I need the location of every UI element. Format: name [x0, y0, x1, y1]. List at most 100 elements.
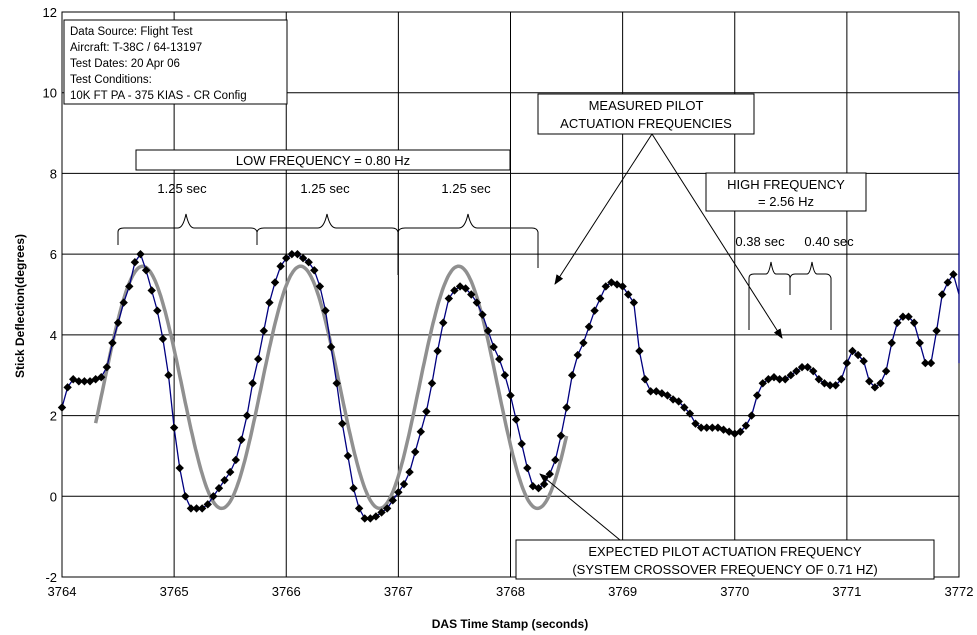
x-axis-title: DAS Time Stamp (seconds) [432, 617, 588, 631]
data-point [354, 504, 364, 513]
y-tick-label: -2 [45, 570, 57, 585]
data-point [338, 419, 347, 428]
data-point [287, 249, 297, 259]
data-point [539, 479, 549, 489]
data-point [741, 421, 751, 430]
y-tick-label: 4 [50, 328, 57, 343]
data-point [691, 419, 700, 428]
y-tick-label: 12 [43, 5, 57, 20]
data-point [433, 346, 442, 356]
data-point [192, 504, 201, 513]
data-point [130, 258, 140, 267]
y-tick-label: 0 [50, 489, 57, 504]
data-point [203, 500, 212, 509]
data-point [820, 379, 829, 388]
data-point [326, 342, 336, 352]
data-point [478, 310, 487, 319]
expected-callout: EXPECTED PILOT ACTUATION FREQUENCY (SYST… [515, 473, 935, 580]
data-point [685, 409, 695, 418]
data-point [136, 249, 145, 259]
data-point [596, 294, 605, 303]
period-label: 1.25 sec [157, 181, 207, 196]
data-point [781, 375, 790, 384]
data-point [551, 455, 560, 465]
period-label: 1.25 sec [441, 181, 491, 196]
data-point [887, 338, 896, 348]
data-point [567, 371, 577, 380]
data-point [612, 280, 622, 289]
data-point [450, 286, 459, 295]
data-point [321, 306, 330, 315]
data-point [696, 423, 706, 432]
data-point [315, 282, 325, 291]
data-point [444, 294, 454, 303]
data-point [842, 358, 852, 368]
data-point [881, 366, 891, 376]
y-tick-label: 6 [50, 247, 57, 262]
high-frequency-callout: HIGH FREQUENCY = 2.56 Hz 0.38 sec 0.40 s… [705, 172, 867, 330]
data-point [153, 306, 162, 315]
data-point [859, 356, 868, 366]
data-point [545, 469, 554, 479]
high-period-label: 0.38 sec [735, 234, 785, 249]
high-period-brace [748, 261, 791, 330]
data-point [528, 481, 538, 491]
y-tick-label: 10 [43, 86, 57, 101]
data-point [97, 373, 106, 382]
data-point [523, 463, 532, 473]
data-point [926, 358, 936, 368]
data-point [932, 326, 941, 336]
data-point [439, 318, 448, 327]
data-point [943, 278, 952, 287]
high-period-brace [789, 261, 832, 330]
data-point [467, 290, 476, 299]
info-box: Data Source: Flight Test Aircraft: T-38C… [63, 19, 288, 105]
data-point [747, 411, 756, 420]
data-point [461, 284, 470, 293]
data-point [814, 375, 824, 384]
data-point [629, 298, 639, 307]
data-point [506, 391, 515, 400]
data-point [394, 488, 403, 497]
data-point [736, 427, 745, 436]
data-point [483, 326, 493, 336]
data-point [837, 375, 846, 384]
data-point [556, 431, 566, 440]
data-point [214, 484, 224, 493]
data-point [270, 278, 280, 287]
data-point [909, 318, 919, 327]
data-point [517, 439, 526, 449]
data-point [108, 338, 117, 348]
data-point [584, 322, 594, 331]
data-point [80, 377, 89, 386]
expected-label-line2: (SYSTEM CROSSOVER FREQUENCY OF 0.71 HZ) [572, 562, 877, 577]
data-point [181, 492, 190, 501]
period-brace [117, 213, 258, 245]
data-point [764, 375, 773, 384]
data-point [809, 366, 818, 376]
measured-arrow [554, 133, 653, 285]
data-point [125, 282, 134, 291]
data-point [921, 358, 930, 368]
data-point [209, 492, 218, 501]
data-point [489, 342, 498, 352]
data-point [276, 262, 285, 271]
data-point [898, 312, 908, 321]
data-point [719, 425, 728, 434]
data-point [175, 463, 184, 473]
data-point [534, 484, 543, 493]
data-point [562, 403, 571, 412]
x-tick-label: 3766 [272, 584, 301, 599]
data-point [825, 381, 835, 390]
x-tick-label: 3772 [945, 584, 974, 599]
data-point [495, 354, 504, 364]
info-line: 10K FT PA - 375 KIAS - CR Config [70, 90, 247, 102]
data-point [225, 467, 235, 477]
x-tick-label: 3767 [384, 584, 413, 599]
y-axis-title: Stick Deflection(degrees) [13, 234, 27, 378]
info-line: Test Conditions: [70, 74, 152, 86]
data-point [786, 371, 796, 380]
data-point [349, 484, 358, 493]
data-point [635, 346, 644, 356]
data-point [102, 362, 112, 372]
